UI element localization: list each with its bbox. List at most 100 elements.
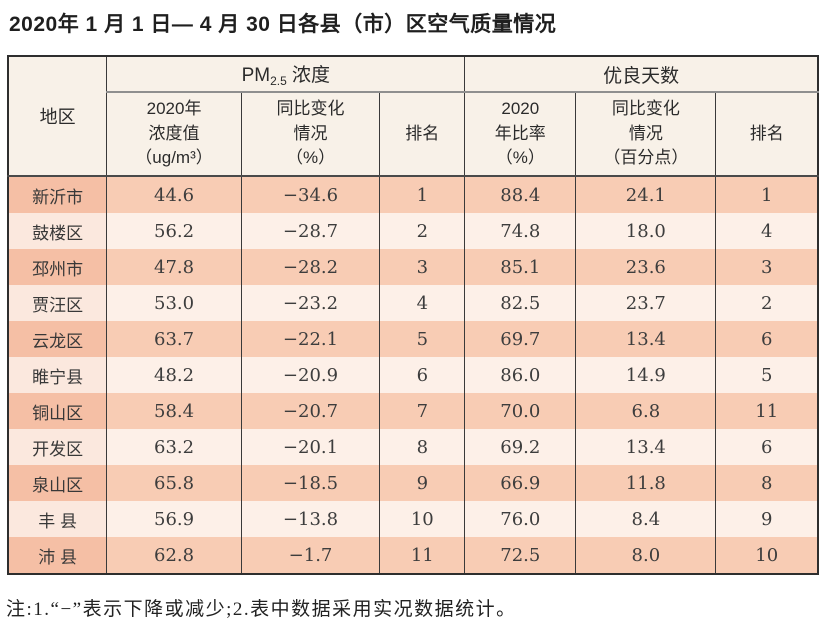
- days-change-cell: 13.4: [575, 321, 717, 357]
- days-change-cell: 14.9: [575, 357, 717, 393]
- header-days-ratio: 2020 年比率 （%）: [464, 92, 577, 177]
- header-days-rank: 排名: [715, 92, 819, 177]
- table-body: 新沂市 44.6 −34.6 1 88.4 24.1 1 鼓楼区 56.2 −2…: [7, 176, 819, 574]
- region-cell: 睢宁县: [7, 357, 108, 393]
- pm-value-cell: 47.8: [106, 249, 242, 285]
- days-rank-cell: 9: [715, 501, 819, 537]
- region-cell: 新沂市: [7, 176, 108, 213]
- header-columns-row: 2020年 浓度值 （ug/m³） 同比变化 情况 （%） 排名 2020 年比…: [8, 92, 819, 177]
- pm-value-cell: 63.7: [106, 321, 242, 357]
- region-cell: 邳州市: [7, 249, 108, 285]
- pm-change-cell: −34.6: [240, 176, 381, 213]
- pm-value-cell: 65.8: [106, 465, 242, 501]
- pm-change-cell: −28.2: [240, 249, 381, 285]
- pm-change-cell: −20.7: [240, 393, 381, 429]
- pm-rank-cell: 11: [379, 537, 466, 574]
- pm-rank-cell: 6: [379, 357, 466, 393]
- days-ratio-cell: 82.5: [464, 285, 577, 321]
- table-row: 铜山区 58.4 −20.7 7 70.0 6.8 11: [7, 393, 819, 429]
- days-change-cell: 8.0: [575, 537, 717, 574]
- pm-rank-cell: 4: [379, 285, 466, 321]
- pm-value-cell: 58.4: [106, 393, 242, 429]
- days-ratio-cell: 88.4: [464, 176, 577, 213]
- header-group-row: 地区 PM2.5 浓度 优良天数: [7, 56, 819, 177]
- days-rank-cell: 10: [715, 537, 819, 574]
- days-rank-cell: 4: [715, 213, 819, 249]
- days-rank-cell: 1: [715, 176, 819, 213]
- pm-change-cell: −22.1: [240, 321, 381, 357]
- pm-change-cell: −13.8: [240, 501, 381, 537]
- days-change-cell: 11.8: [575, 465, 717, 501]
- pm-rank-cell: 7: [379, 393, 466, 429]
- pm-value-cell: 44.6: [106, 176, 242, 213]
- header-days-group: 优良天数: [464, 56, 819, 93]
- pm-change-cell: −18.5: [240, 465, 381, 501]
- air-quality-table: 地区 PM2.5 浓度 优良天数 2020年 浓度值 （ug/m³） 同比变化 …: [7, 55, 819, 575]
- days-change-cell: 13.4: [575, 429, 717, 465]
- table-row: 贾汪区 53.0 −23.2 4 82.5 23.7 2: [7, 285, 819, 321]
- pm-change-cell: −28.7: [240, 213, 381, 249]
- pm-change-cell: −20.1: [240, 429, 381, 465]
- days-change-cell: 24.1: [575, 176, 717, 213]
- header-pm-group: PM2.5 浓度: [106, 56, 466, 93]
- days-ratio-cell: 72.5: [464, 537, 577, 574]
- days-rank-cell: 6: [715, 321, 819, 357]
- days-rank-cell: 3: [715, 249, 819, 285]
- days-change-cell: 23.7: [575, 285, 717, 321]
- region-cell: 沛 县: [7, 537, 108, 574]
- pm-value-cell: 53.0: [106, 285, 242, 321]
- days-rank-cell: 8: [715, 465, 819, 501]
- region-cell: 丰 县: [7, 501, 108, 537]
- header-region: 地区: [7, 56, 108, 177]
- table-header: 地区 PM2.5 浓度 优良天数 2020年 浓度值 （ug/m³） 同比变化 …: [7, 56, 819, 177]
- pm-value-cell: 63.2: [106, 429, 242, 465]
- pm-label-subscript: 2.5: [270, 74, 287, 88]
- region-cell: 铜山区: [7, 393, 108, 429]
- region-cell: 开发区: [7, 429, 108, 465]
- days-change-cell: 18.0: [575, 213, 717, 249]
- table-row: 丰 县 56.9 −13.8 10 76.0 8.4 9: [7, 501, 819, 537]
- pm-rank-cell: 8: [379, 429, 466, 465]
- pm-rank-cell: 1: [379, 176, 466, 213]
- table-row: 泉山区 65.8 −18.5 9 66.9 11.8 8: [7, 465, 819, 501]
- days-ratio-cell: 76.0: [464, 501, 577, 537]
- days-ratio-cell: 70.0: [464, 393, 577, 429]
- pm-value-cell: 56.9: [106, 501, 242, 537]
- pm-rank-cell: 5: [379, 321, 466, 357]
- table-row: 新沂市 44.6 −34.6 1 88.4 24.1 1: [7, 176, 819, 213]
- header-pm-value: 2020年 浓度值 （ug/m³）: [106, 92, 242, 177]
- region-cell: 鼓楼区: [7, 213, 108, 249]
- page-title: 2020年 1 月 1 日— 4 月 30 日各县（市）区空气质量情况: [9, 13, 557, 36]
- days-ratio-cell: 85.1: [464, 249, 577, 285]
- days-ratio-cell: 69.7: [464, 321, 577, 357]
- days-rank-cell: 5: [715, 357, 819, 393]
- pm-rank-cell: 10: [379, 501, 466, 537]
- days-change-cell: 23.6: [575, 249, 717, 285]
- table-row: 沛 县 62.8 −1.7 11 72.5 8.0 10: [7, 537, 819, 574]
- days-ratio-cell: 69.2: [464, 429, 577, 465]
- region-cell: 云龙区: [7, 321, 108, 357]
- pm-label-suffix: 浓度: [286, 65, 331, 86]
- table-row: 开发区 63.2 −20.1 8 69.2 13.4 6: [7, 429, 819, 465]
- pm-change-cell: −1.7: [240, 537, 381, 574]
- region-cell: 泉山区: [7, 465, 108, 501]
- days-change-cell: 8.4: [575, 501, 717, 537]
- header-pm-rank: 排名: [379, 92, 466, 177]
- pm-change-cell: −23.2: [240, 285, 381, 321]
- pm-rank-cell: 3: [379, 249, 466, 285]
- days-ratio-cell: 86.0: [464, 357, 577, 393]
- days-rank-cell: 11: [715, 393, 819, 429]
- pm-rank-cell: 9: [379, 465, 466, 501]
- table-row: 鼓楼区 56.2 −28.7 2 74.8 18.0 4: [7, 213, 819, 249]
- pm-value-cell: 48.2: [106, 357, 242, 393]
- header-days-change: 同比变化 情况 （百分点）: [575, 92, 717, 177]
- pm-change-cell: −20.9: [240, 357, 381, 393]
- days-ratio-cell: 66.9: [464, 465, 577, 501]
- table-row: 云龙区 63.7 −22.1 5 69.7 13.4 6: [7, 321, 819, 357]
- table-row: 邳州市 47.8 −28.2 3 85.1 23.6 3: [7, 249, 819, 285]
- pm-rank-cell: 2: [379, 213, 466, 249]
- days-rank-cell: 6: [715, 429, 819, 465]
- footnote: 注:1.“−”表示下降或减少;2.表中数据采用实况数据统计。: [6, 599, 517, 620]
- header-pm-change: 同比变化 情况 （%）: [240, 92, 381, 177]
